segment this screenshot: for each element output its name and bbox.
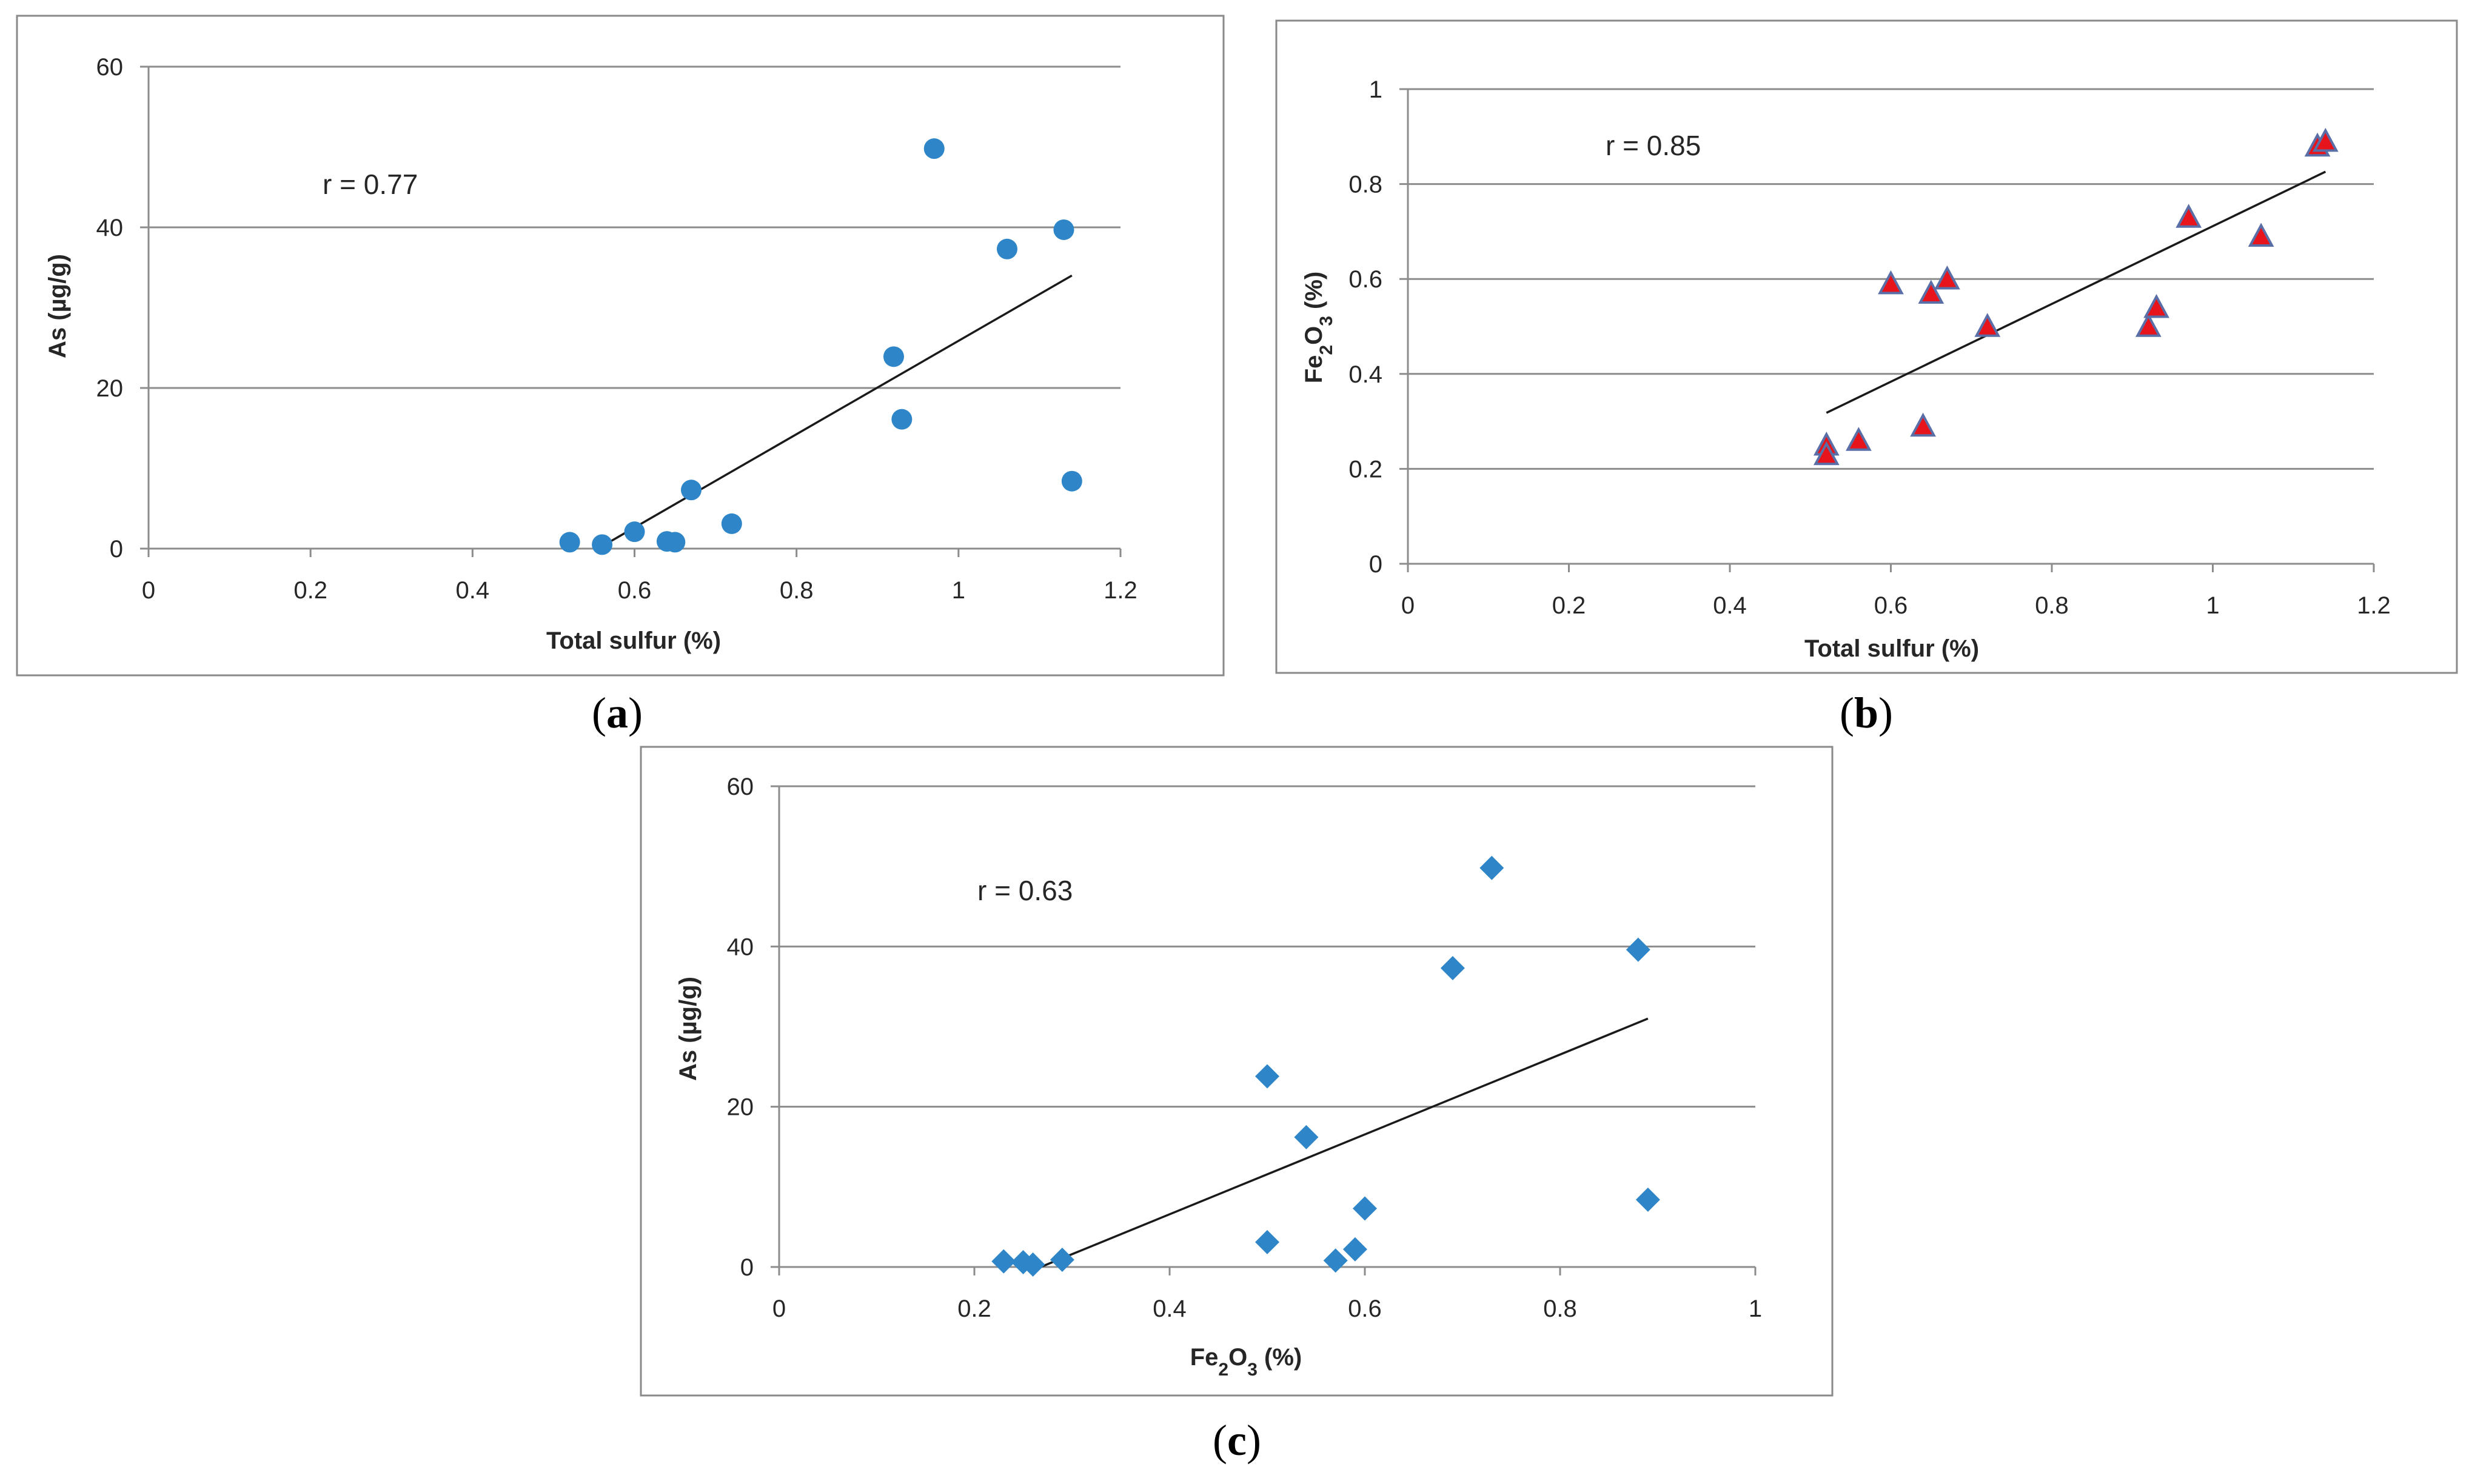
- panel-c-data-point: [1635, 1187, 1660, 1212]
- panel-c-data-point: [1342, 1237, 1367, 1262]
- panel-b-data-point: [1910, 412, 1936, 437]
- panel-b-data-point: [2312, 127, 2339, 152]
- panel-c-data-point: [1440, 956, 1465, 981]
- panel-c-y-tick-label: 60: [727, 774, 754, 800]
- panel-c-data-point: [1255, 1064, 1279, 1089]
- panel-b-data-point: [2248, 222, 2274, 247]
- panel-b-data-point: [1846, 427, 1872, 451]
- panel-a-x-tick-label: 0.4: [456, 577, 490, 604]
- panel-b-ylabel: Fe2O3 (%): [1301, 272, 1336, 384]
- panel-c-data-point: [1626, 937, 1650, 962]
- panel-b-data-point: [1974, 313, 2001, 337]
- panel-b-x-tick-label: 0.2: [1552, 592, 1586, 619]
- panel-a-y-tick-label: 0: [110, 536, 123, 563]
- panel-c-data-point: [1323, 1248, 1348, 1273]
- panel-a-trendline: [601, 274, 1073, 547]
- panel-a-annotation: r = 0.77: [323, 169, 418, 200]
- panel-a-y-tick-label: 60: [96, 54, 124, 81]
- panel-c-annotation: r = 0.63: [977, 875, 1073, 906]
- panel-a-xlabel: Total sulfur (%): [546, 627, 721, 654]
- panel-a-frame: [16, 15, 1225, 677]
- panel-b: 0 0.2 0.4 0.6 0.8 1 0 0.2 0.4 0.6 0.8 1 1.2 Total su…: [1275, 19, 2458, 737]
- panel-a-data-point: [559, 532, 580, 553]
- panel-a-y-tick-label: 40: [96, 215, 124, 241]
- panel-b-x-tick-label: 0: [1401, 592, 1415, 619]
- panel-b-data-point: [1878, 270, 1904, 295]
- panel-c-y-tick-label: 40: [727, 934, 754, 960]
- panel-a-data-point: [996, 238, 1017, 259]
- panel-a-data-point: [681, 480, 702, 501]
- panel-b-x-tick-label: 1: [2206, 592, 2219, 619]
- panel-a: 0 20 40 60 0 0.2 0.4 0.6 0.8 1 1.2 Total sulfur (%…: [16, 15, 1225, 737]
- panel-c-y-tick-label: 0: [740, 1254, 754, 1281]
- panel-c-data-point: [1020, 1252, 1045, 1277]
- panel-b-caption: (b): [1840, 689, 1893, 737]
- panel-b-xlabel: Total sulfur (%): [1804, 635, 1979, 662]
- panel-a-data-point: [883, 346, 904, 367]
- panel-b-x-tick-label: 0.8: [2035, 592, 2069, 619]
- panel-a-data-point: [923, 138, 945, 159]
- panel-b-data-point: [1918, 279, 1944, 304]
- panel-b-frame: [1275, 19, 2458, 674]
- panel-a-y-tick-label: 20: [96, 375, 124, 402]
- panel-b-annotation: r = 0.85: [1606, 130, 1701, 161]
- panel-b-x-tick-label: 0.4: [1713, 592, 1747, 619]
- panel-c-data-point: [1479, 855, 1504, 880]
- panel-c-x-tick-label: 1: [1749, 1295, 1762, 1322]
- panel-a-x-tick-label: 1: [952, 577, 965, 604]
- panel-a-data-point: [1061, 470, 1082, 492]
- panel-b-data-point: [2143, 293, 2169, 318]
- panel-b-trendline: [1826, 170, 2326, 414]
- panel-c-frame: [640, 746, 1834, 1397]
- panel-a-x-tick-label: 0.8: [780, 577, 814, 604]
- panel-a-data-point: [721, 513, 742, 534]
- panel-c-x-tick-label: 0.6: [1348, 1295, 1382, 1322]
- panel-c-trendline: [1032, 1017, 1649, 1271]
- panel-c: 0 20 40 60 0 0.2 0.4 0.6 0.8 1 Fe2O3 (%) As (µg/g…: [640, 746, 1834, 1465]
- panel-a-data-point: [1053, 219, 1074, 240]
- panel-a-x-tick-label: 0.6: [618, 577, 652, 604]
- panel-a-plot: 0 20 40 60 0 0.2 0.4 0.6 0.8 1 1.2: [96, 54, 1137, 604]
- panel-a-x-tick-label: 0: [142, 577, 155, 604]
- panel-c-data-point: [1294, 1125, 1319, 1149]
- panel-a-data-point: [592, 534, 613, 555]
- panel-c-data-point: [991, 1249, 1016, 1274]
- panel-c-x-tick-label: 0.8: [1543, 1295, 1577, 1322]
- panel-a-x-tick-label: 0.2: [293, 577, 327, 604]
- panel-c-data-point: [1353, 1196, 1377, 1221]
- panel-b-x-tick-label: 0.6: [1874, 592, 1908, 619]
- panel-c-ylabel: As (µg/g): [675, 977, 702, 1081]
- panel-c-x-tick-label: 0.2: [957, 1295, 991, 1322]
- panel-a-ylabel: As (µg/g): [44, 254, 71, 358]
- panel-c-plot: 0 20 40 60 0 0.2 0.4 0.6 0.8 1: [727, 774, 1763, 1322]
- panel-a-data-point: [665, 532, 686, 553]
- panel-b-plot: 0 0.2 0.4 0.6 0.8 1 0 0.2 0.4 0.6 0.8 1 1.2: [1348, 76, 2390, 619]
- panel-a-data-point: [624, 521, 645, 543]
- panel-a-caption: (a): [592, 689, 643, 737]
- panel-c-x-tick-label: 0: [772, 1295, 786, 1322]
- panel-c-caption: (c): [1213, 1416, 1261, 1465]
- panel-b-data-point: [1934, 265, 1960, 290]
- panel-b-y-tick-label: 0: [1369, 551, 1382, 578]
- panel-c-xlabel: Fe2O3 (%): [1190, 1344, 1302, 1380]
- panel-a-data-point: [891, 409, 913, 430]
- panel-b-y-tick-label: 0.6: [1348, 266, 1382, 293]
- panel-c-data-point: [1050, 1248, 1074, 1272]
- panel-b-data-point: [2135, 313, 2162, 337]
- panel-b-data-point: [2176, 204, 2202, 228]
- panel-b-x-tick-label: 1.2: [2357, 592, 2391, 619]
- panel-a-x-tick-label: 1.2: [1104, 577, 1137, 604]
- panel-c-x-tick-label: 0.4: [1153, 1295, 1187, 1322]
- panel-b-y-tick-label: 0.8: [1348, 172, 1382, 198]
- panel-b-y-tick-label: 1: [1369, 76, 1382, 103]
- panel-b-y-tick-label: 0.2: [1348, 456, 1382, 483]
- panel-c-y-tick-label: 20: [727, 1094, 754, 1121]
- panel-c-data-point: [1255, 1230, 1279, 1255]
- panel-b-data-point: [1813, 441, 1840, 466]
- panel-b-y-tick-label: 0.4: [1348, 361, 1382, 388]
